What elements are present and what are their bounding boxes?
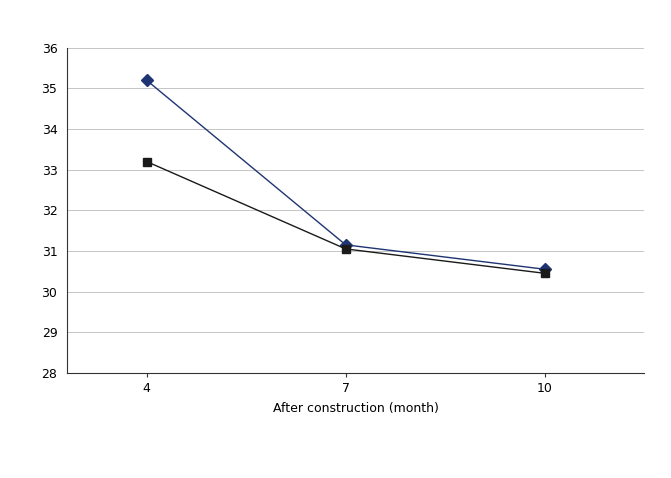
Line: Downstream: Downstream (142, 157, 549, 277)
Downstream (541, 271, 549, 276)
X-axis label: After construction (month): After construction (month) (272, 402, 439, 415)
Downstream (342, 246, 350, 252)
Line: Upstream: Upstream (142, 76, 549, 273)
Downstream (143, 159, 151, 164)
Upstream (541, 266, 549, 272)
Upstream (342, 242, 350, 248)
Upstream (143, 77, 151, 83)
